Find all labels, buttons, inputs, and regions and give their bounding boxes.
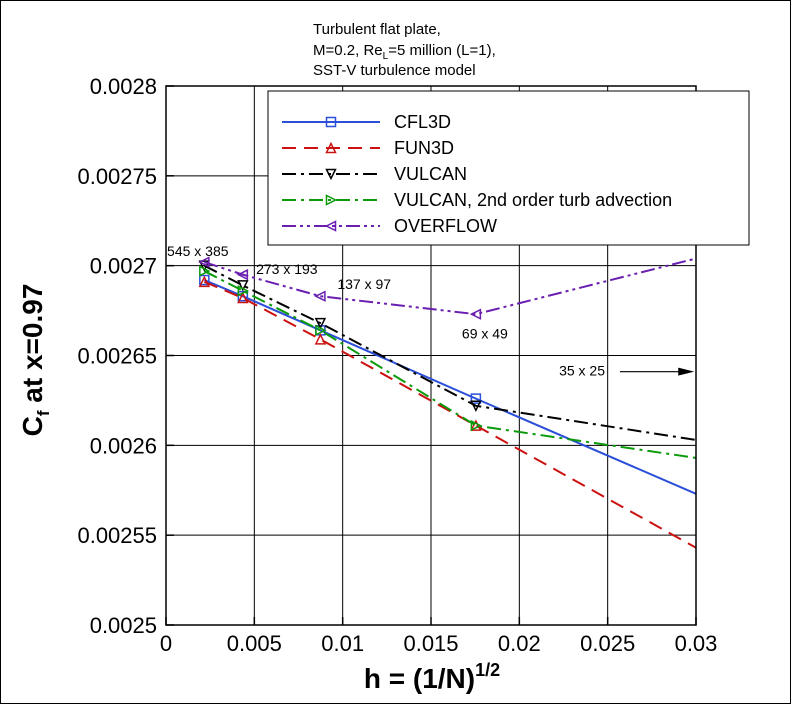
data-point-vulcan [314,317,327,330]
legend-marker [325,141,337,154]
grid-size-label: 35 x 25 [559,362,605,378]
x-axis-title-main: h = (1/N) [364,663,475,694]
grid-size-annotations: 545 x 385 273 x 193 137 x 97 69 x 49 35 x 25 [167,243,695,378]
y-tick-label: 0.00275 [77,164,157,189]
data-point-cfl3d [470,393,482,404]
x-axis-title: h = (1/N)1/2 [364,660,500,694]
legend-marker [325,194,338,206]
series-fun3d [198,275,697,549]
data-point-cfl3d [199,274,210,286]
x-tick-label: 0.015 [403,631,458,656]
series-line-vulcan [203,264,697,441]
x-tick-label: 0.02 [498,631,541,656]
tick-labels: 0 0.005 0.01 0.015 0.02 0.025 0.03 0.0025 0.0025… [77,74,717,656]
legend-entry-vulcan: VULCAN [282,164,467,184]
data-point-vulcan-2nd-order-turb-advection [470,419,483,432]
y-axis-title-rest: at x=0.97 [17,284,48,411]
legend-entry-vulcan-2nd-order-turb-advection: VULCAN, 2nd order turb advection [282,190,672,210]
chart-title-line-2-suffix: =5 million (L=1), [388,42,496,59]
y-axis-title-subscript: f [34,410,53,416]
data-point-vulcan [237,280,249,292]
chart-title-line-2-prefix: M=0.2, Re [313,42,383,59]
y-tick-label: 0.00255 [77,523,157,548]
legend-label: VULCAN, 2nd order turb advection [394,190,672,210]
y-tick-label: 0.0028 [90,74,157,99]
x-tick-label: 0.005 [227,631,282,656]
legend-marker [325,116,337,128]
data-point-vulcan [470,400,482,412]
chart-title-line-2: M=0.2, ReL=5 million (L=1), [313,42,496,62]
data-point-vulcan-2nd-order-turb-advection [237,285,250,297]
legend-label: VULCAN [394,164,467,184]
legend-marker [325,168,337,181]
series-line-fun3d [203,280,697,549]
data-point-vulcan-2nd-order-turb-advection [315,324,327,337]
y-tick-label: 0.0026 [90,433,157,458]
series-vulcan [198,260,697,441]
data-point-overflow [314,290,326,302]
grid-size-label: 69 x 49 [462,325,508,341]
grid-size-label: 545 x 385 [167,243,229,259]
legend-label: OVERFLOW [394,216,497,236]
data-point-vulcan-2nd-order-turb-advection [199,265,211,277]
x-tick-label: 0 [160,631,172,656]
y-axis-title: Cf at x=0.97 [17,284,53,437]
legend-entry-overflow: OVERFLOW [282,216,497,236]
series-cfl3d [199,274,697,495]
annotation-arrow-head [678,367,695,376]
grid-size-label: 273 x 193 [256,261,318,277]
legend-box [267,90,750,246]
plot-axes [165,85,697,626]
series-line-cfl3d [203,279,697,495]
data-point-fun3d [314,333,327,345]
data-point-overflow [236,268,249,281]
data-point-fun3d [470,419,482,431]
legend-entry-fun3d: FUN3D [282,138,454,158]
chart-title-line-1: Turbulent flat plate, [313,21,441,38]
legend-label: CFL3D [394,112,451,132]
y-tick-label: 0.00265 [77,344,157,369]
series-overflow [198,256,697,320]
y-axis-title-c: C [17,416,48,436]
grid-size-label: 137 x 97 [337,276,391,292]
x-axis-title-exponent: 1/2 [475,660,500,680]
x-tick-label: 0.01 [321,631,364,656]
data-point-overflow [469,308,482,320]
data-point-cfl3d [237,290,249,302]
series-line-vulcan-2nd-order-turb-advection [203,270,697,459]
legend-marker [324,220,337,232]
chart-title-line-2-subscript: L [383,51,389,62]
series-layer [198,256,697,549]
legend-entry-cfl3d: CFL3D [282,112,451,132]
chart-title-line-3: SST-V turbulence model [313,62,476,79]
series-line-overflow [204,257,697,316]
x-tick-label: 0.025 [580,631,635,656]
data-point-fun3d [237,291,249,304]
series-vulcan-2nd-order-turb-advection [199,265,697,459]
y-tick-label: 0.0027 [90,254,157,279]
y-tick-label: 0.0025 [90,613,157,638]
legend-entries: CFL3D FUN3D VULCAN VULCAN, 2nd order turb a… [282,112,672,236]
data-point-overflow [198,256,210,268]
x-tick-label: 0.03 [675,631,718,656]
legend: CFL3D FUN3D VULCAN VULCAN, 2nd order turb a… [267,90,750,246]
legend-label: FUN3D [394,138,454,158]
data-point-fun3d [198,275,211,288]
